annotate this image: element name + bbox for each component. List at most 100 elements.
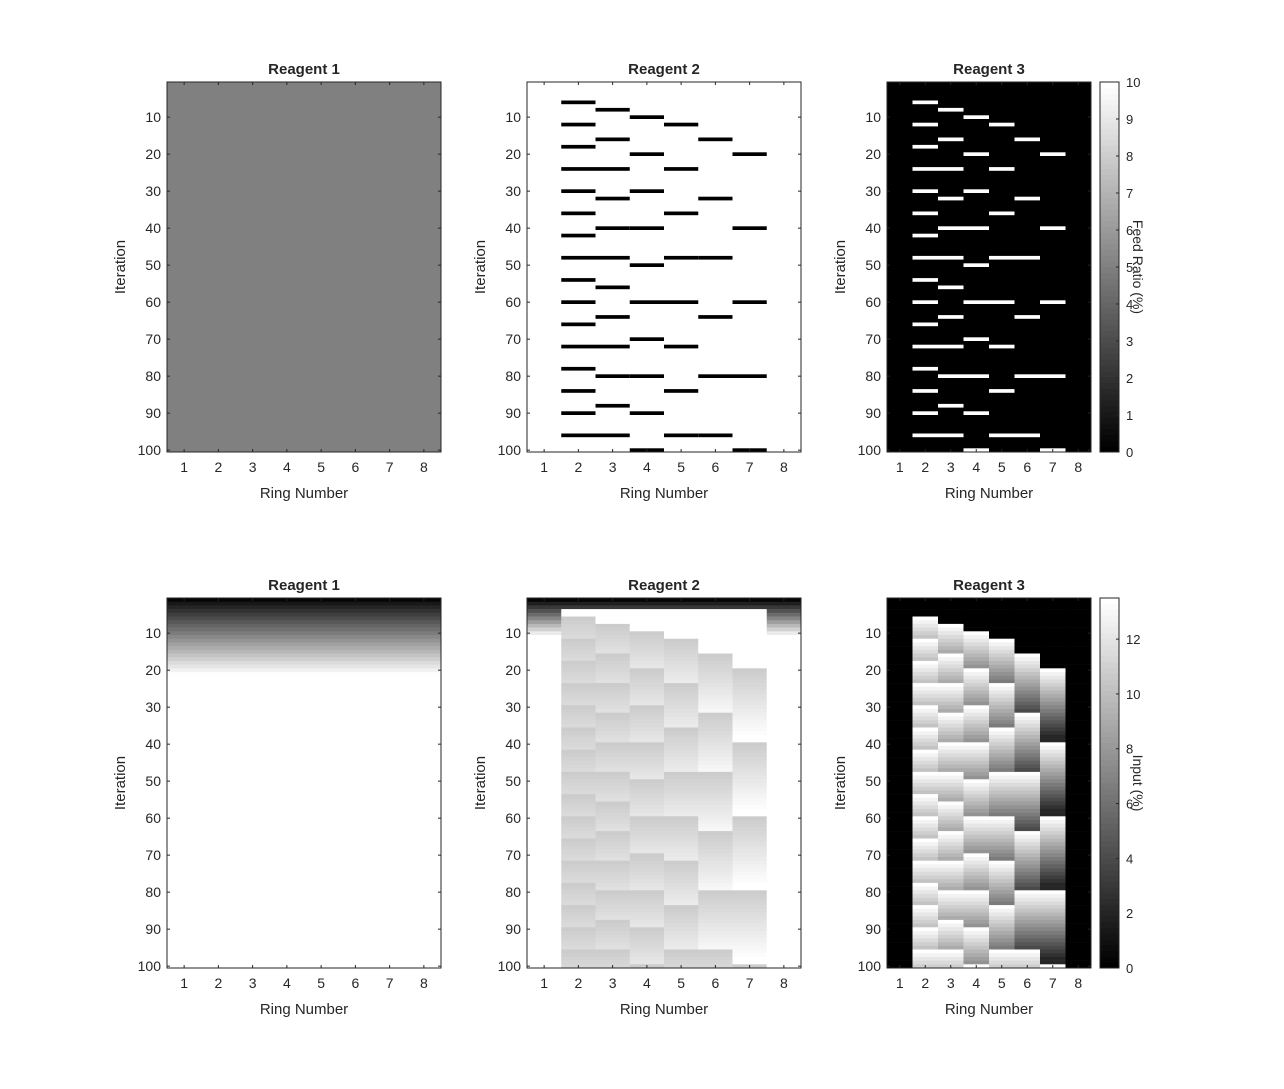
y-tick-label: 30 [145, 183, 161, 199]
heatmap-cell [1040, 882, 1066, 887]
y-axis-label: Iteration [472, 240, 489, 294]
heatmap-cell [732, 931, 768, 935]
heatmap-cell [698, 716, 733, 721]
heatmap-cell [1040, 664, 1066, 669]
x-tick-label: 3 [947, 975, 955, 991]
heatmap-cell [698, 908, 733, 913]
heatmap-cell [766, 953, 802, 958]
heatmap-cell [1065, 731, 1092, 736]
heatmap-cell [1014, 697, 1041, 702]
heatmap-cell [664, 875, 699, 880]
heatmap-cell [698, 916, 733, 921]
heatmap-cell [561, 875, 596, 880]
heatmap-cell [664, 642, 699, 647]
heatmap-cell [664, 886, 699, 891]
heatmap-cell [595, 255, 630, 260]
x-tick-label: 2 [214, 975, 222, 991]
heatmap-row [167, 775, 441, 780]
heatmap-row [167, 734, 441, 739]
heatmap-cell [664, 757, 699, 762]
heatmap-cell [766, 931, 802, 935]
colorbar-tick-label: 6 [1126, 797, 1133, 812]
heatmap-cell [1040, 875, 1066, 880]
colorbar-swatch [1100, 771, 1119, 778]
heatmap-cell [766, 642, 802, 647]
heatmap-cell [732, 616, 768, 621]
heatmap-cell [561, 668, 596, 673]
heatmap-image [887, 82, 1091, 452]
heatmap-row [167, 960, 441, 965]
heatmap-cell [1014, 949, 1041, 954]
heatmap-cell [1065, 612, 1092, 617]
heatmap-cell [664, 609, 699, 614]
heatmap-cell [664, 723, 699, 728]
heatmap-cell [629, 879, 665, 884]
colorbar-tick-label: 9 [1126, 112, 1133, 127]
heatmap-cell [561, 857, 596, 861]
heatmap-cell [766, 786, 802, 791]
heatmap-cell [527, 771, 562, 776]
colorbar-swatch [1100, 626, 1119, 634]
y-axis-label: Iteration [112, 756, 129, 810]
heatmap-cell [595, 853, 631, 858]
heatmap-row [167, 720, 441, 725]
heatmap-cell [766, 657, 802, 662]
heatmap-cell [664, 831, 699, 836]
colorbar-tick-label: 2 [1126, 371, 1133, 386]
heatmap-cell [732, 683, 768, 688]
heatmap-cell [963, 820, 990, 824]
colorbar-swatch [1100, 186, 1119, 193]
heatmap-cell [595, 664, 631, 669]
heatmap-cell [1014, 960, 1041, 965]
x-tick-label: 5 [998, 459, 1006, 475]
heatmap-cell [732, 749, 768, 754]
heatmap-cell [912, 631, 939, 636]
heatmap-cell [527, 864, 562, 869]
heatmap-cell [698, 612, 733, 617]
heatmap-cell [1014, 820, 1041, 824]
heatmap-cell [1065, 882, 1092, 887]
heatmap-cell [1014, 646, 1041, 651]
heatmap-cell [938, 927, 964, 932]
heatmap-cell [1014, 853, 1041, 858]
heatmap-cell [963, 768, 990, 773]
y-tick-label: 50 [145, 773, 161, 789]
colorbar-swatch [1100, 157, 1119, 164]
heatmap-cell [629, 660, 665, 665]
heatmap-cell [963, 337, 989, 341]
heatmap-cell [595, 953, 631, 958]
heatmap-cell [664, 816, 699, 821]
heatmap-cell [629, 686, 665, 691]
heatmap-cell [698, 374, 733, 378]
heatmap-cell [629, 701, 665, 706]
heatmap-cell [989, 797, 1015, 802]
heatmap-cell [629, 716, 665, 721]
heatmap-cell [887, 827, 913, 832]
heatmap-cell [732, 834, 768, 839]
x-tick-label: 5 [317, 975, 325, 991]
heatmap-cell [1065, 786, 1092, 791]
colorbar-tick-label: 8 [1126, 149, 1133, 164]
y-axis-label: Iteration [832, 756, 849, 810]
heatmap-cell [1040, 860, 1066, 865]
heatmap-cell [1040, 934, 1066, 939]
heatmap-row [167, 631, 441, 636]
heatmap-cell [912, 709, 939, 713]
heatmap-row [167, 731, 441, 736]
heatmap-cell [938, 797, 964, 802]
heatmap-row [167, 746, 441, 750]
heatmap-cell [664, 344, 699, 349]
colorbar-swatch [1100, 220, 1119, 227]
heatmap-cell [629, 746, 665, 750]
heatmap-cell [595, 801, 631, 806]
heatmap-cell [595, 775, 631, 780]
x-tick-label: 3 [609, 975, 617, 991]
heatmap-cell [766, 797, 802, 802]
heatmap-cell [527, 938, 562, 943]
heatmap-cell [595, 705, 631, 710]
heatmap-cell [1065, 919, 1092, 924]
heatmap-cell [732, 945, 768, 950]
heatmap-cell [989, 927, 1015, 932]
heatmap-cell [938, 934, 964, 939]
heatmap-cell [766, 823, 802, 828]
